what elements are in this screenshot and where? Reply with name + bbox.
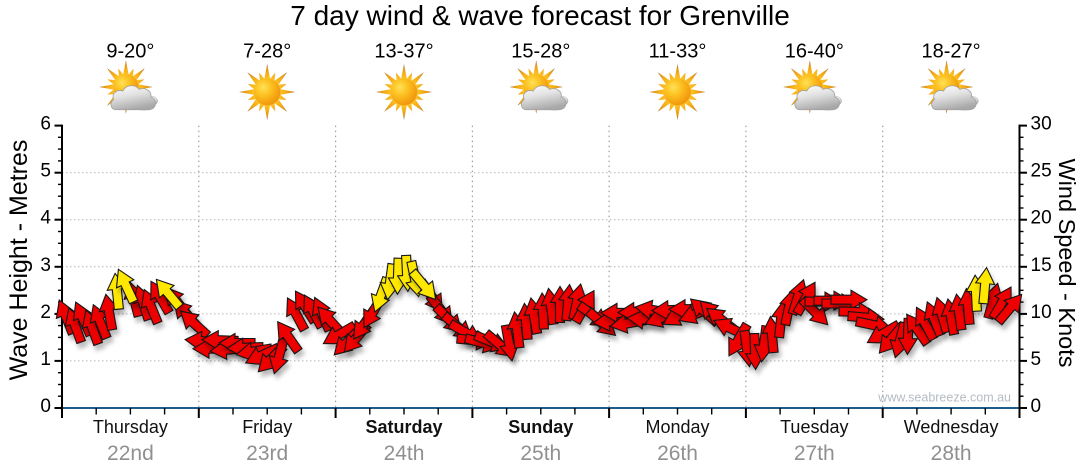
svg-text:28th: 28th	[931, 442, 972, 465]
svg-text:25th: 25th	[520, 442, 561, 465]
svg-text:Friday: Friday	[242, 417, 292, 437]
svg-text:27th: 27th	[794, 442, 835, 465]
svg-text:26th: 26th	[657, 442, 698, 465]
svg-text:4: 4	[40, 208, 51, 229]
svg-text:30: 30	[1031, 114, 1052, 135]
svg-text:Thursday: Thursday	[93, 417, 168, 437]
svg-text:15: 15	[1031, 255, 1052, 276]
svg-text:20: 20	[1031, 208, 1052, 229]
svg-text:0: 0	[40, 396, 51, 417]
svg-text:13-37°: 13-37°	[374, 41, 433, 63]
svg-text:11-33°: 11-33°	[649, 41, 707, 63]
svg-text:Sunday: Sunday	[508, 417, 573, 437]
svg-text:23rd: 23rd	[246, 442, 288, 465]
svg-text:25: 25	[1031, 161, 1052, 182]
svg-text:0: 0	[1031, 396, 1042, 417]
svg-text:3: 3	[40, 255, 51, 276]
svg-text:5: 5	[40, 161, 51, 182]
svg-text:5: 5	[1031, 349, 1042, 370]
svg-text:7 day wind & wave forecast for: 7 day wind & wave forecast for Grenville	[290, 0, 790, 31]
svg-text:10: 10	[1031, 302, 1052, 323]
svg-text:22nd: 22nd	[107, 442, 154, 465]
svg-text:24th: 24th	[384, 442, 425, 465]
svg-text:Monday: Monday	[645, 417, 709, 437]
svg-text:1: 1	[40, 349, 51, 370]
svg-text:Tuesday: Tuesday	[780, 417, 848, 437]
svg-text:7-28°: 7-28°	[243, 41, 291, 63]
svg-text:9-20°: 9-20°	[106, 41, 154, 63]
svg-text:Wind Speed - Knots: Wind Speed - Knots	[1054, 159, 1080, 368]
svg-text:Saturday: Saturday	[365, 417, 442, 437]
svg-text:16-40°: 16-40°	[785, 41, 844, 63]
svg-text:www.seabreeze.com.au: www.seabreeze.com.au	[877, 391, 1011, 405]
svg-text:2: 2	[40, 302, 51, 323]
svg-text:Wave Height - Metres: Wave Height - Metres	[5, 140, 33, 381]
svg-text:18-27°: 18-27°	[922, 41, 981, 63]
svg-text:15-28°: 15-28°	[511, 41, 570, 63]
svg-text:Wednesday: Wednesday	[904, 417, 999, 437]
svg-text:6: 6	[40, 114, 51, 135]
